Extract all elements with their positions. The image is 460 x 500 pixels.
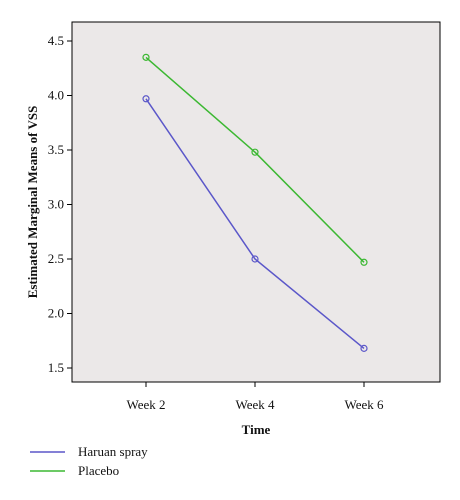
series-line-1 xyxy=(145,56,365,263)
data-point xyxy=(360,258,368,266)
y-tick-label: 2.5 xyxy=(48,251,64,266)
data-point xyxy=(360,344,368,352)
y-tick-label: 1.5 xyxy=(48,360,64,375)
x-tick-label: Week 6 xyxy=(344,397,384,412)
y-axis-title: Estimated Marginal Means of VSS xyxy=(25,106,40,299)
x-tick-label: Week 2 xyxy=(126,397,165,412)
y-tick-label: 4.0 xyxy=(48,88,64,103)
legend: Haruan spray Placebo xyxy=(30,444,148,478)
data-point xyxy=(251,255,259,263)
x-axis-ticks: Week 2 Week 4 Week 6 xyxy=(126,382,384,412)
series-line-0 xyxy=(145,98,365,349)
y-axis-ticks: 1.5 2.0 2.5 3.0 3.5 4.0 4.5 xyxy=(48,33,72,375)
data-point xyxy=(142,53,150,61)
data-point xyxy=(251,148,259,156)
plot-area xyxy=(71,21,441,383)
data-point xyxy=(142,95,150,103)
y-tick-label: 3.5 xyxy=(48,142,64,157)
y-tick-label: 3.0 xyxy=(48,197,64,212)
x-tick-label: Week 4 xyxy=(235,397,275,412)
x-axis-title: Time xyxy=(242,422,271,437)
series-lines xyxy=(145,56,365,349)
series-markers xyxy=(142,53,368,352)
legend-label: Placebo xyxy=(78,463,119,478)
legend-label: Haruan spray xyxy=(78,444,148,459)
y-tick-label: 2.0 xyxy=(48,306,64,321)
y-tick-label: 4.5 xyxy=(48,33,64,48)
